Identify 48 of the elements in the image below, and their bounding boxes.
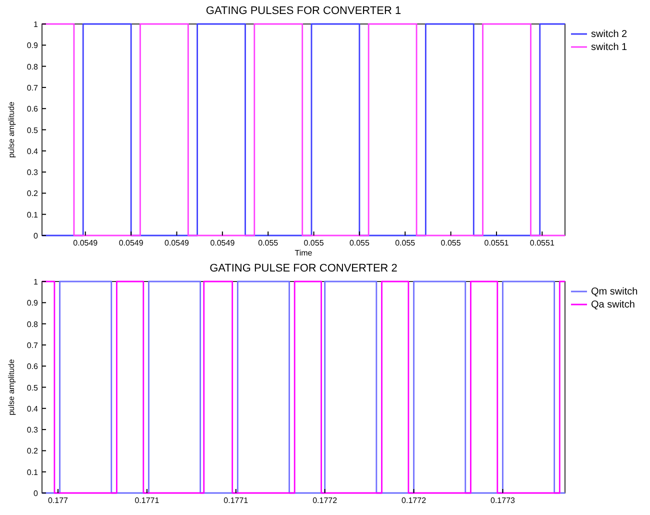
y-tick-label: 0 <box>34 489 39 498</box>
x-tick-label: 0.0549 <box>164 238 190 248</box>
y-tick-label: 0.9 <box>26 298 39 308</box>
y-tick-label: 0.4 <box>26 146 39 156</box>
y-tick-label: 0.7 <box>26 83 39 92</box>
x-tick-label: 0.055 <box>349 238 370 248</box>
y-tick-label: 0.3 <box>26 168 39 178</box>
y-tick-label: 0.6 <box>26 362 39 372</box>
x-tick-label: 0.055 <box>395 238 416 248</box>
y-tick-label: 0.1 <box>26 468 39 477</box>
x-axis-title: Time <box>294 248 313 258</box>
y-axis-title: pulse amplitude <box>7 358 16 416</box>
x-tick-label: 0.0551 <box>530 238 555 248</box>
y-tick-label: 0.6 <box>26 104 39 114</box>
x-tick-label: 0.055 <box>304 238 324 248</box>
y-tick-label: 0.7 <box>26 340 39 350</box>
y-tick-label: 0.8 <box>26 62 39 72</box>
legend-label: Qa switch <box>591 300 635 310</box>
y-tick-label: 0.5 <box>26 126 39 135</box>
x-tick-label: 0.0551 <box>484 238 510 248</box>
legend-label: Qm switch <box>591 286 638 298</box>
y-tick-label: 0.8 <box>26 320 39 329</box>
y-tick-label: 0 <box>34 232 39 240</box>
y-tick-label: 0.2 <box>26 189 39 198</box>
legend-label: switch 1 <box>591 42 628 53</box>
x-tick-label: 0.1771 <box>134 496 160 505</box>
y-tick-label: 0.9 <box>26 41 39 50</box>
x-tick-label: 0.055 <box>258 238 279 248</box>
y-tick-label: 0.3 <box>26 426 39 435</box>
x-tick-label: 0.0549 <box>210 238 236 248</box>
x-tick-label: 0.1771 <box>224 496 249 505</box>
x-tick-label: 0.0549 <box>73 238 98 248</box>
chart-title: GATING PULSES FOR CONVERTER 1 <box>206 5 402 17</box>
x-tick-label: 0.055 <box>440 238 462 248</box>
y-tick-label: 0.5 <box>26 383 39 392</box>
chart-title: GATING PULSE FOR CONVERTER 2 <box>210 262 398 274</box>
y-axis-title: pulse amplitude <box>7 101 16 158</box>
x-tick-label: 0.0549 <box>118 238 144 248</box>
y-tick-label: 0.1 <box>26 210 39 220</box>
x-tick-label: 0.1773 <box>490 496 516 505</box>
x-tick-label: 0.1772 <box>312 496 338 505</box>
y-tick-label: 0.2 <box>26 446 39 456</box>
x-tick-label: 0.1772 <box>402 496 427 505</box>
legend-label: switch 2 <box>591 29 628 40</box>
y-tick-label: 1 <box>34 278 39 286</box>
y-tick-label: 0.4 <box>26 404 39 414</box>
x-tick-label: 0.177 <box>48 496 69 505</box>
y-tick-label: 1 <box>34 20 39 29</box>
